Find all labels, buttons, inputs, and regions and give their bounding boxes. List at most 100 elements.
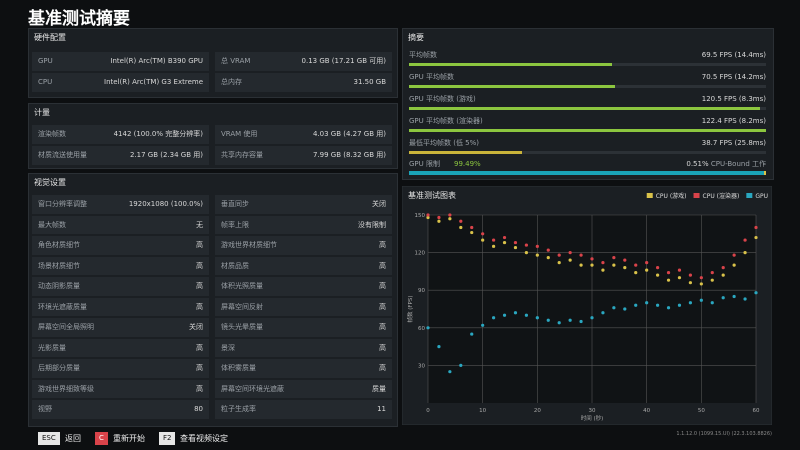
summary-value: 69.5 FPS (14.4ms) — [701, 51, 766, 59]
setting-label: 光影质量 — [38, 343, 66, 352]
setting-value: 高 — [196, 384, 203, 393]
summary-label: GPU 平均帧数 (渲染器) — [409, 117, 483, 125]
x-axis-label: 时间 (秒) — [581, 414, 604, 422]
data-point — [677, 268, 682, 272]
data-point — [645, 301, 649, 305]
row-bg — [32, 379, 209, 398]
row-bg — [215, 256, 392, 275]
data-point — [459, 219, 463, 223]
setting-label: 场景材质细节 — [38, 261, 80, 270]
data-point — [754, 291, 758, 295]
setting-value: 高 — [196, 302, 203, 311]
setting-label: 游戏世界细致等级 — [38, 384, 94, 393]
summary-bar — [409, 85, 615, 88]
data-point — [492, 238, 496, 242]
data-point — [612, 263, 616, 267]
y-tick-label: 150 — [415, 213, 426, 219]
data-point — [492, 316, 496, 320]
data-point — [754, 225, 758, 230]
data-point — [623, 258, 627, 262]
row-bg — [215, 379, 392, 398]
data-point — [710, 278, 714, 282]
setting-value: 高 — [379, 364, 386, 372]
summary-value: 70.5 FPS (14.2ms) — [701, 73, 766, 81]
data-point — [601, 311, 605, 315]
key-hint[interactable]: F2 — [159, 432, 176, 445]
data-point — [557, 261, 561, 265]
row-bg — [215, 236, 392, 255]
setting-label: 后期部分质量 — [38, 364, 80, 372]
setting-value: 7.99 GB (8.32 GB 用) — [313, 151, 386, 159]
data-point — [535, 316, 539, 320]
data-point — [634, 271, 638, 275]
setting-value: 80 — [194, 405, 203, 413]
y-axis-label: 帧数 (FPS) — [406, 295, 414, 322]
key-action[interactable]: 查看视频设定 — [180, 434, 228, 443]
data-point — [459, 363, 463, 367]
data-point — [601, 261, 605, 265]
summary-bar — [409, 63, 612, 66]
panel-heading: 硬件配置 — [34, 33, 66, 42]
key-action[interactable]: 重新开始 — [113, 434, 145, 443]
setting-value: Intel(R) Arc(TM) B390 GPU — [110, 57, 203, 65]
row-bg — [32, 73, 209, 92]
key-hint[interactable]: ESC — [38, 432, 60, 445]
setting-value: 关闭 — [189, 323, 203, 331]
key-hint[interactable]: C — [95, 432, 108, 445]
setting-value: 4142 (100.0% 完整分辨率) — [113, 130, 203, 138]
setting-label: 视野 — [38, 405, 52, 413]
data-point — [546, 256, 550, 260]
page-title: 基准测试摘要 — [28, 9, 130, 29]
setting-value: 高 — [379, 241, 386, 249]
setting-value: 高 — [379, 302, 386, 311]
row-bg — [32, 125, 209, 144]
setting-label: 材质品质 — [221, 261, 249, 270]
data-point — [513, 311, 518, 315]
row-bg — [32, 318, 209, 337]
data-point — [721, 296, 725, 300]
setting-label: 总内存 — [221, 78, 242, 86]
setting-label: 窗口分辨率调整 — [38, 200, 87, 208]
data-point — [481, 323, 485, 327]
chart-title: 基准测试图表 — [408, 190, 456, 200]
data-point — [699, 298, 703, 302]
setting-value: 2.17 GB (2.34 GB 用) — [130, 151, 203, 159]
row-bg — [32, 52, 209, 71]
data-point — [437, 345, 441, 349]
row-bg — [32, 277, 209, 296]
setting-label: 粒子生成率 — [221, 405, 256, 413]
data-point — [699, 282, 703, 286]
row-bg — [32, 195, 209, 214]
data-point — [590, 257, 594, 261]
setting-label: 渲染帧数 — [38, 130, 66, 138]
data-point — [688, 301, 692, 305]
row-bg — [215, 195, 392, 214]
legend-swatch — [746, 193, 753, 198]
x-tick-label: 60 — [753, 408, 760, 414]
x-tick-label: 0 — [426, 408, 430, 414]
setting-label: 屏幕空间全局照明 — [38, 323, 94, 331]
data-point — [524, 313, 528, 317]
setting-label: 材质流送使用量 — [38, 151, 87, 159]
setting-value: 高 — [196, 241, 203, 249]
data-point — [557, 321, 561, 325]
data-point — [568, 258, 572, 262]
data-point — [656, 273, 660, 277]
data-point — [459, 225, 463, 230]
key-action[interactable]: 返回 — [65, 434, 81, 443]
legend-swatch — [693, 193, 700, 198]
data-point — [535, 253, 539, 257]
setting-label: 总 VRAM — [221, 57, 251, 65]
setting-label: 体积光照质量 — [221, 282, 263, 290]
data-point — [732, 294, 736, 299]
summary-bar — [409, 151, 522, 154]
setting-value: 高 — [196, 343, 203, 352]
row-bg — [215, 146, 392, 165]
data-point — [666, 306, 671, 310]
row-bg — [215, 277, 392, 296]
cpu-bound-bar — [764, 171, 766, 175]
setting-label: 游戏世界材质细节 — [221, 241, 277, 249]
setting-label: 景深 — [221, 343, 235, 352]
data-point — [481, 238, 485, 242]
